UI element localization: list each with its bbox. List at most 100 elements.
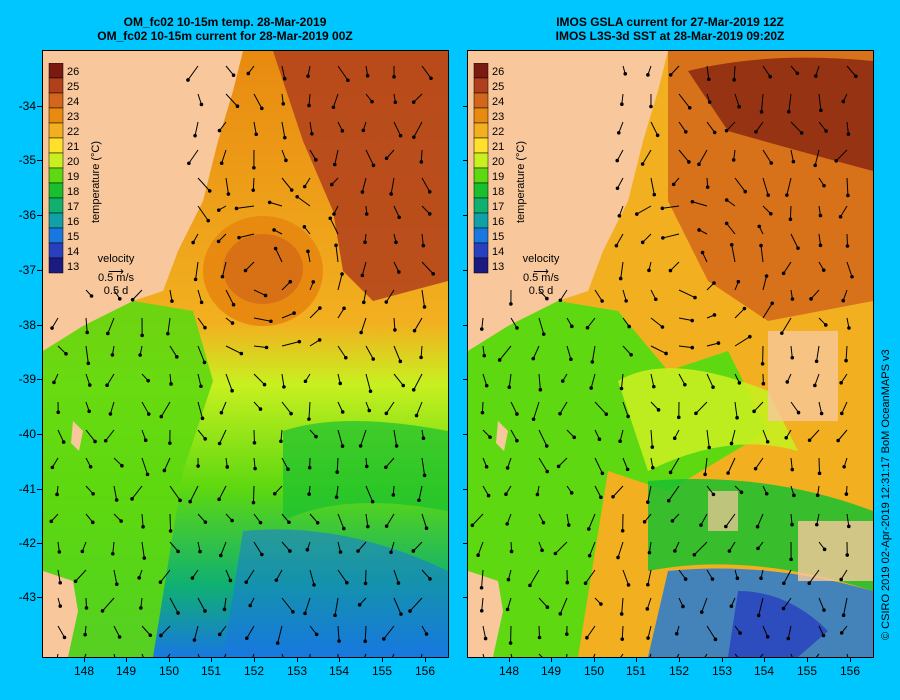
longitude-tick-label: 156	[839, 664, 861, 678]
right-title-line1: IMOS GSLA current for 27-Mar-2019 12Z	[556, 15, 784, 29]
velocity-vector	[107, 317, 115, 334]
velocity-arrowhead	[170, 299, 174, 303]
velocity-arrowhead	[640, 162, 645, 166]
velocity-vector	[781, 317, 792, 334]
colorbar-tick-label: 17	[67, 201, 79, 213]
velocity-arrowhead	[187, 161, 191, 166]
velocity-vector	[421, 233, 424, 246]
velocity-arrowhead	[788, 217, 793, 221]
left-title-line1: OM_fc02 10-15m temp. 28-Mar-2019	[123, 15, 327, 29]
latitude-tick-label: -35	[18, 153, 36, 167]
velocity-arrowhead	[360, 273, 365, 278]
velocity-arrowhead	[61, 440, 66, 444]
velocity-arrowhead	[683, 577, 688, 581]
velocity-arrowhead	[604, 412, 609, 416]
velocity-vector	[275, 569, 283, 581]
velocity-arrowhead	[845, 244, 850, 248]
velocity-vector	[391, 653, 395, 657]
velocity-vector	[790, 121, 803, 134]
velocity-arrowhead	[303, 379, 308, 384]
velocity-vector	[533, 401, 540, 420]
velocity-arrowhead	[424, 632, 429, 636]
velocity-arrowhead	[844, 492, 849, 496]
velocity-arrowhead	[711, 492, 716, 497]
velocity-vector	[662, 233, 680, 239]
colorbar-swatch	[48, 77, 64, 94]
colorbar-tick-label: 23	[67, 111, 79, 123]
velocity-arrowhead	[207, 189, 212, 193]
velocity-vector	[755, 121, 764, 133]
velocity-vector	[281, 457, 289, 470]
velocity-arrowhead	[815, 493, 820, 498]
velocity-vector	[57, 625, 65, 638]
velocity-arrowhead	[252, 165, 256, 170]
longitude-tick-mark	[764, 657, 765, 662]
velocity-vector	[383, 625, 395, 640]
velocity-arrowhead	[106, 331, 110, 336]
velocity-arrowhead	[87, 383, 92, 387]
velocity-vector	[734, 177, 746, 192]
velocity-vector	[678, 569, 687, 580]
velocity-arrowhead	[814, 359, 819, 364]
velocity-vector	[790, 233, 799, 249]
velocity-vector	[421, 289, 426, 308]
velocity-arrowhead	[724, 128, 729, 133]
velocity-vector	[662, 205, 680, 209]
velocity-arrowhead	[219, 553, 223, 558]
velocity-arrowhead	[158, 580, 163, 584]
velocity-arrowhead	[88, 464, 93, 469]
velocity-arrowhead	[272, 491, 277, 496]
velocity-vector	[586, 625, 596, 639]
longitude-tick-mark	[382, 657, 383, 662]
colorbar-swatch	[473, 167, 489, 184]
velocity-arrowhead	[332, 162, 337, 167]
velocity-arrowhead	[342, 306, 346, 311]
velocity-arrowhead	[363, 639, 368, 643]
velocity-vector	[617, 541, 624, 558]
longitude-tick-mark	[339, 657, 340, 662]
colorbar-tick-label: 18	[67, 186, 79, 198]
velocity-vector	[141, 541, 145, 559]
colorbar-tick-label: 24	[67, 96, 79, 108]
left-panel-title: OM_fc02 10-15m temp. 28-Mar-2019 OM_fc02…	[10, 15, 440, 43]
velocity-vector	[245, 569, 255, 583]
velocity-arrowhead	[399, 612, 403, 616]
velocity-vector	[281, 65, 286, 79]
velocity-arrowhead	[729, 604, 734, 608]
velocity-arrowhead	[289, 411, 293, 416]
velocity-vector	[141, 429, 147, 441]
velocity-vector	[670, 261, 680, 271]
velocity-arrowhead	[159, 414, 164, 419]
velocity-arrowhead	[626, 583, 631, 587]
velocity-arrowhead	[705, 185, 710, 189]
velocity-arrowhead	[262, 382, 267, 387]
velocity-vector	[225, 373, 233, 391]
velocity-arrowhead	[176, 549, 180, 554]
velocity-vector	[816, 345, 820, 362]
velocity-arrowhead	[712, 281, 716, 285]
velocity-vector	[253, 121, 257, 135]
velocity-vector	[337, 308, 345, 319]
velocity-arrowhead	[251, 500, 256, 505]
colorbar-tick-label: 14	[492, 246, 504, 258]
velocity-vector	[281, 597, 294, 613]
longitude-tick-label: 148	[498, 664, 520, 678]
velocity-arrowhead	[618, 439, 622, 444]
velocity-vector	[594, 457, 603, 474]
velocity-vector	[84, 653, 87, 657]
velocity-arrowhead	[752, 409, 756, 414]
latitude-tick-mark	[37, 379, 42, 380]
velocity-arrowhead	[508, 641, 513, 645]
velocity-vector	[734, 653, 739, 657]
colorbar-tick-label: 25	[492, 81, 504, 93]
latitude-tick-mark	[463, 543, 468, 544]
velocity-vector	[678, 93, 691, 109]
velocity-arrowhead	[589, 386, 593, 390]
velocity-vector	[281, 177, 293, 191]
velocity-arrowhead	[791, 159, 796, 164]
velocity-vector	[620, 373, 624, 389]
velocity-arrowhead	[738, 631, 742, 635]
latitude-tick-label: -43	[18, 590, 36, 604]
velocity-arrowhead	[506, 577, 511, 582]
velocity-arrowhead	[217, 441, 222, 446]
